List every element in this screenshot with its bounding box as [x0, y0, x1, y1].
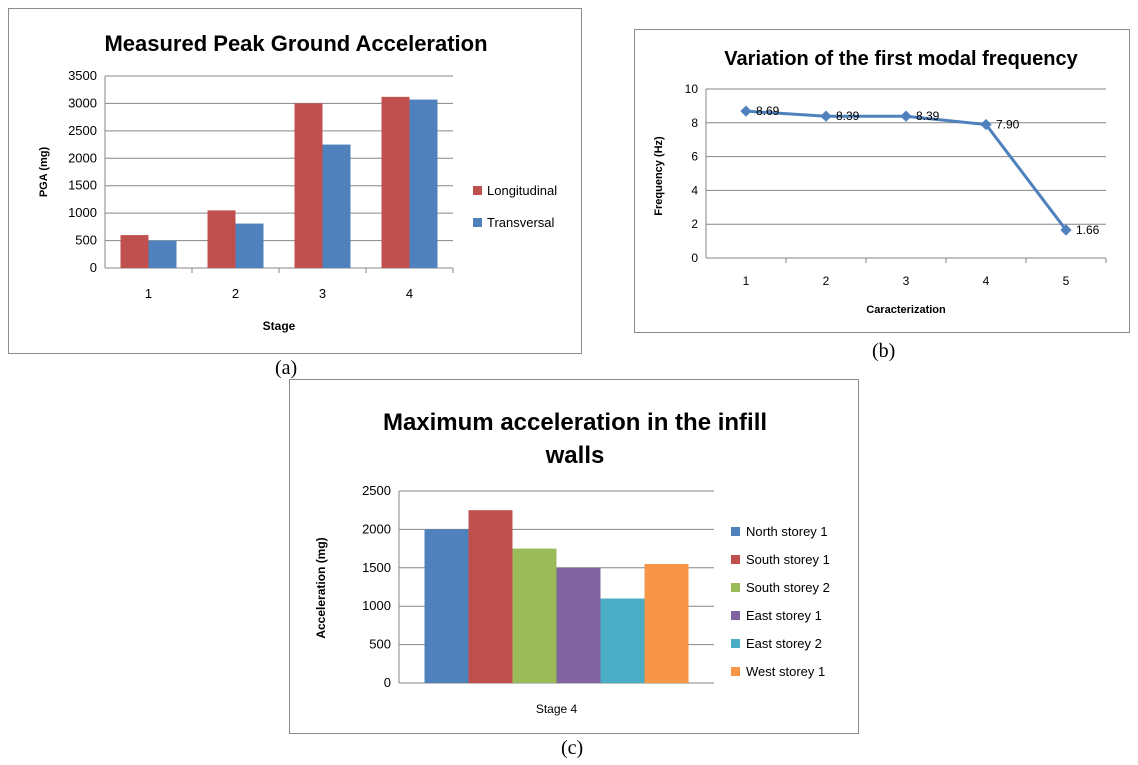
x-tick-label: 3	[903, 274, 910, 288]
legend-swatch	[731, 667, 740, 676]
legend-label: Longitudinal	[487, 183, 557, 198]
y-tick-label: 6	[691, 150, 698, 164]
y-tick-label: 4	[691, 183, 698, 197]
x-tick-label: 4	[983, 274, 990, 288]
y-tick-label: 0	[90, 260, 97, 275]
legend-label: East storey 2	[746, 636, 822, 651]
legend-swatch	[473, 218, 482, 227]
data-point-marker	[740, 105, 752, 117]
data-label: 8.69	[756, 104, 780, 118]
bar-longitudinal	[381, 96, 410, 269]
legend-label: West storey 1	[746, 664, 825, 679]
data-point-marker	[1060, 224, 1072, 236]
bar-north-storey-1	[424, 529, 469, 683]
data-label: 8.39	[836, 109, 860, 123]
x-tick-label: Stage 4	[536, 702, 578, 716]
legend-swatch	[731, 611, 740, 620]
bar-longitudinal	[294, 103, 323, 268]
chart-title-line: Maximum acceleration in the infill	[383, 409, 767, 436]
data-point-marker	[900, 110, 912, 122]
x-axis-label: Stage	[263, 319, 296, 333]
chart-frequency-panel: Variation of the first modal frequency 0 2…	[634, 29, 1130, 333]
bar-east-storey-1	[556, 567, 601, 683]
y-tick-label: 1500	[362, 560, 391, 575]
y-axis-label: Acceleration (mg)	[314, 537, 328, 638]
y-tick-label: 2000	[68, 150, 97, 165]
y-tick-label: 8	[691, 116, 698, 130]
data-point-marker	[820, 110, 832, 122]
chart-pga-svg: Measured Peak Ground Acceleration 0 500 100…	[38, 31, 557, 333]
legend-label: South storey 2	[746, 580, 830, 595]
bar-longitudinal	[120, 235, 149, 268]
bar-transversal	[235, 223, 264, 268]
data-label: 1.66	[1076, 223, 1100, 237]
legend-label: North storey 1	[746, 524, 828, 539]
bar-east-storey-2	[600, 598, 645, 683]
chart-title-line: walls	[545, 442, 605, 469]
bar-longitudinal	[207, 210, 236, 268]
y-tick-label: 2000	[362, 521, 391, 536]
y-tick-label: 10	[685, 82, 699, 96]
legend-swatch	[473, 186, 482, 195]
chart-infill-panel: Maximum acceleration in the infill walls 0…	[289, 379, 859, 734]
legend-swatch	[731, 555, 740, 564]
data-label: 7.90	[996, 117, 1020, 131]
x-axis-label: Caracterization	[866, 304, 946, 316]
chart-infill-svg: Maximum acceleration in the infill walls 0…	[314, 409, 830, 716]
x-tick-label: 1	[145, 286, 152, 301]
legend-swatch	[731, 527, 740, 536]
legend-swatch	[731, 583, 740, 592]
caption-b: (b)	[872, 340, 896, 362]
y-tick-label: 1000	[362, 598, 391, 613]
bar-south-storey-2	[512, 548, 557, 683]
chart-pga-panel: Measured Peak Ground Acceleration 0 500 100…	[8, 8, 582, 354]
x-tick-label: 2	[232, 286, 239, 301]
bar-transversal	[148, 240, 177, 268]
x-tick-label: 4	[406, 286, 413, 301]
legend-label: East storey 1	[746, 608, 822, 623]
chart-title: Variation of the first modal frequency	[724, 48, 1078, 70]
y-tick-label: 500	[369, 637, 391, 652]
x-tick-label: 5	[1063, 274, 1070, 288]
y-tick-label: 1500	[68, 178, 97, 193]
x-tick-label: 1	[743, 274, 750, 288]
y-tick-label: 2500	[68, 123, 97, 138]
y-tick-label: 500	[75, 233, 97, 248]
caption-a: (a)	[275, 357, 298, 379]
y-tick-label: 3500	[68, 68, 97, 83]
y-tick-label: 0	[691, 251, 698, 265]
y-axis-label: PGA (mg)	[38, 147, 50, 198]
bar-west-storey-1	[644, 563, 689, 683]
x-tick-label: 2	[823, 274, 830, 288]
legend-swatch	[731, 639, 740, 648]
y-tick-label: 3000	[68, 95, 97, 110]
chart-frequency-svg: Variation of the first modal frequency 0 2…	[653, 48, 1107, 316]
bar-south-storey-1	[468, 510, 513, 683]
chart-title: Measured Peak Ground Acceleration	[104, 31, 487, 56]
y-tick-label: 2500	[362, 483, 391, 498]
y-tick-label: 1000	[68, 205, 97, 220]
legend-label: Transversal	[487, 215, 555, 230]
bar-transversal	[409, 99, 438, 269]
caption-c: (c)	[561, 737, 584, 759]
y-tick-label: 0	[384, 675, 391, 690]
data-label: 8.39	[916, 109, 940, 123]
legend-label: South storey 1	[746, 552, 830, 567]
bar-transversal	[322, 144, 351, 268]
y-tick-label: 2	[691, 217, 698, 231]
x-tick-label: 3	[319, 286, 326, 301]
y-axis-label: Frequency (Hz)	[653, 136, 665, 216]
